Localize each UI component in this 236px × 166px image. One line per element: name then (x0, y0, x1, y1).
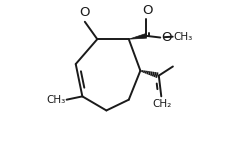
Text: CH₃: CH₃ (46, 95, 66, 105)
Text: O: O (162, 31, 172, 44)
Text: CH₃: CH₃ (173, 32, 193, 42)
Text: CH₂: CH₂ (152, 99, 171, 109)
Polygon shape (129, 34, 147, 39)
Text: O: O (79, 6, 89, 19)
Text: O: O (142, 4, 153, 17)
